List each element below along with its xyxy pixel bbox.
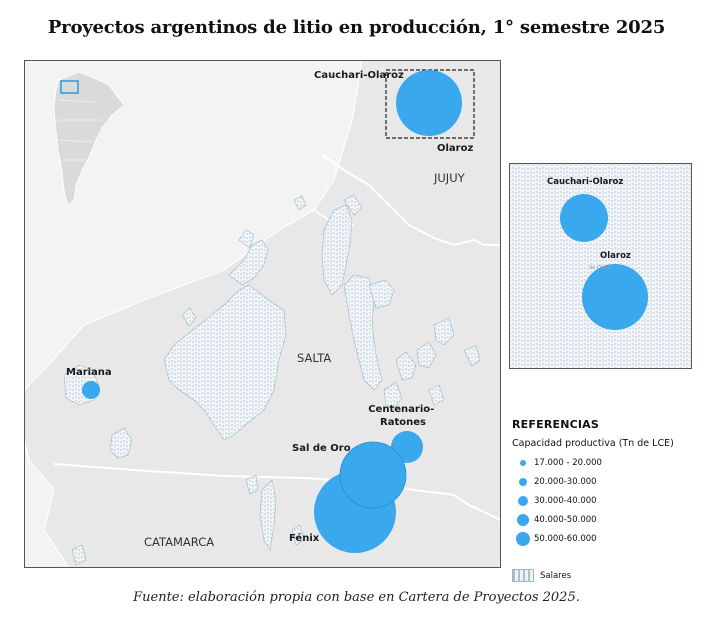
label-fenix: Fénix (289, 532, 320, 544)
label-centenario: Centenario- Ratones (368, 404, 438, 428)
inset-label-olaroz-small: de Olaroz (589, 265, 613, 271)
legend-label-3: 30.000-40.000 (534, 495, 597, 506)
inset-focus-box (385, 69, 475, 139)
argentina-locator-map (53, 71, 125, 206)
legend-title: REFERENCIAS (512, 418, 600, 431)
legend-label-5: 50.000-60.000 (534, 533, 597, 544)
source-note: Fuente: elaboración propia con base en C… (133, 590, 580, 605)
circle-cauchari-olaroz[interactable] (396, 70, 462, 136)
label-sal-de-oro: Sal de Oro (292, 443, 351, 454)
page-title: Proyectos argentinos de litio en producc… (47, 17, 666, 38)
label-catamarca: CATAMARCA (144, 535, 214, 549)
legend-dot-3 (518, 495, 528, 506)
legend-salares-label: Salares (540, 570, 572, 581)
label-olaroz: Olaroz (437, 143, 473, 154)
inset-label-cauchari-olaroz: Cauchari-Olaroz (547, 177, 623, 187)
label-cauchari-olaroz: Cauchari-Olaroz (314, 70, 404, 81)
inset-label-olaroz: Olaroz (600, 251, 631, 261)
legend-dot-4 (517, 513, 529, 526)
legend: REFERENCIAS Capacidad productiva (Tn de … (512, 418, 702, 582)
label-centenario-line1: Centenario- (368, 404, 434, 415)
legend-row: 30.000-40.000 (512, 491, 702, 510)
main-map-frame (24, 60, 501, 568)
inset-circle-cauchari-olaroz[interactable] (560, 194, 608, 242)
legend-dot-1 (520, 459, 526, 466)
label-salta: SALTA (297, 351, 331, 365)
salares-layer (63, 194, 481, 566)
inset-circle-olaroz[interactable] (582, 264, 648, 330)
border-jujuy-salta (321, 154, 501, 247)
label-centenario-line2: Ratones (380, 417, 426, 428)
label-jujuy: JUJUY (433, 171, 466, 185)
legend-label-2: 20.000-30.000 (534, 476, 597, 487)
inset-map: Cauchari-Olaroz Olaroz de Olaroz (509, 163, 692, 369)
circle-mariana[interactable] (82, 381, 100, 399)
legend-row: 40.000-50.000 (512, 510, 702, 529)
main-map: Cauchari-Olaroz Olaroz JUJUY SALTA Maria… (24, 60, 501, 568)
legend-row: 50.000-60.000 (512, 529, 702, 548)
legend-subtitle: Capacidad productiva (Tn de LCE) (512, 438, 674, 449)
salares-swatch (512, 569, 534, 582)
legend-dot-2 (519, 477, 527, 486)
legend-label-4: 40.000-50.000 (534, 514, 597, 525)
label-mariana: Mariana (66, 367, 112, 378)
circle-sal-de-oro[interactable] (339, 441, 407, 509)
inset-frame (509, 163, 692, 369)
legend-row: 17.000 - 20.000 (512, 453, 702, 472)
legend-label-1: 17.000 - 20.000 (534, 457, 602, 468)
locator-highlight (60, 80, 79, 94)
legend-dot-5 (516, 531, 530, 546)
legend-salares: Salares (512, 569, 702, 582)
legend-row: 20.000-30.000 (512, 472, 702, 491)
